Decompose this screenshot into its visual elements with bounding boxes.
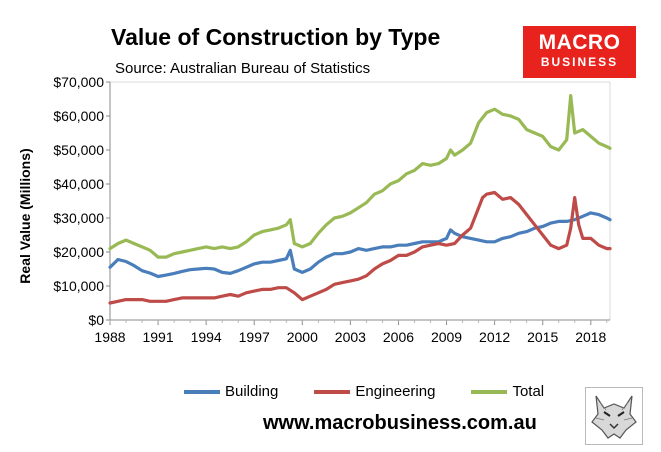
series-line-total [108, 93, 612, 259]
x-tick-label: 1991 [142, 329, 173, 345]
legend-swatch-engineering [314, 389, 351, 394]
series-line-engineering [108, 190, 612, 305]
x-tick-label: 1988 [94, 329, 125, 345]
x-tick-label: 1997 [239, 329, 270, 345]
y-tick-label: $70,000 [53, 74, 104, 90]
x-tick-label: 1994 [191, 329, 222, 345]
y-tick-label: $40,000 [53, 176, 104, 192]
x-tick-label: 2006 [383, 329, 414, 345]
legend-label-building: Building [225, 383, 279, 400]
x-tick-label: 2015 [527, 329, 558, 345]
x-tick-label: 2003 [335, 329, 366, 345]
y-tick-label: $60,000 [53, 108, 104, 124]
x-tick-label: 2012 [479, 329, 510, 345]
series-line-building [108, 211, 612, 279]
y-tick-label: $20,000 [53, 244, 104, 260]
logo-text-top: MACRO [538, 31, 621, 54]
chart-subtitle: Source: Australian Bureau of Statistics [115, 60, 371, 77]
plot-area [109, 81, 611, 321]
legend-label-total: Total [512, 383, 545, 400]
y-tick-label: $10,000 [53, 278, 104, 294]
x-tick-label: 2000 [287, 329, 318, 345]
website-url: www.macrobusiness.com.au [263, 412, 537, 434]
logo-text-bottom: BUSINESS [540, 55, 619, 69]
macrobusiness-logo: MACRO BUSINESS [523, 26, 636, 78]
y-tick-label: $50,000 [53, 142, 104, 158]
x-tick-label: 2009 [431, 329, 462, 345]
wolf-logo-icon [585, 387, 643, 445]
y-tick-label: $0 [88, 312, 104, 328]
legend-label-engineering: Engineering [355, 383, 436, 400]
x-tick-label: 2018 [575, 329, 606, 345]
legend: Building Engineering Total [184, 383, 580, 400]
legend-item-total: Total [471, 383, 544, 400]
legend-swatch-building [184, 389, 220, 394]
legend-item-building: Building [184, 383, 278, 400]
y-tick-label: $30,000 [53, 210, 104, 226]
legend-swatch-total [471, 389, 508, 394]
chart-title: Value of Construction by Type [111, 24, 441, 50]
legend-item-engineering: Engineering [314, 383, 435, 400]
